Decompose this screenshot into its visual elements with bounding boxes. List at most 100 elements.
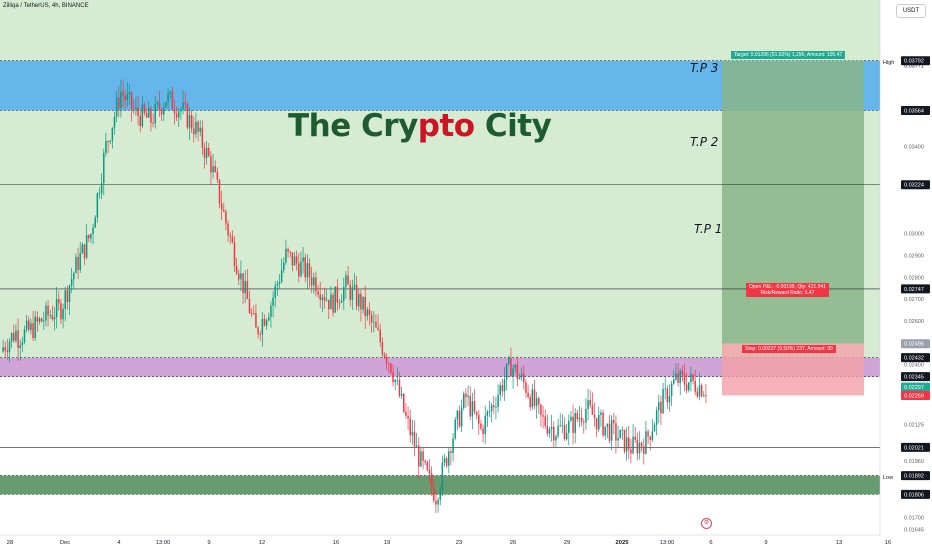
candle-body xyxy=(81,244,84,254)
candle-body xyxy=(595,418,598,430)
price-label-bg xyxy=(901,372,930,382)
candle-body xyxy=(171,91,174,110)
y-tick-label: 0.01960 xyxy=(904,459,924,465)
candle-body xyxy=(441,462,444,490)
candle-body xyxy=(150,108,152,123)
candle-body xyxy=(533,389,536,406)
candle-body xyxy=(244,281,246,294)
candle-body xyxy=(85,235,88,258)
x-tick-label: 19 xyxy=(384,540,390,546)
x-tick-label: 16 xyxy=(333,540,339,546)
candle-body xyxy=(250,313,253,314)
candle-body xyxy=(195,121,197,135)
candle-body xyxy=(19,345,21,349)
candle-body xyxy=(381,342,384,355)
candle-body xyxy=(338,302,341,304)
price-label-bg xyxy=(901,489,930,499)
candle-body xyxy=(445,458,448,466)
candle-body xyxy=(199,127,201,132)
currency-button[interactable]: USDT xyxy=(896,4,926,18)
price-label-bg xyxy=(901,180,930,190)
candle-body xyxy=(576,413,579,420)
candle-body xyxy=(396,379,399,381)
candle-body xyxy=(83,244,86,258)
candle-body xyxy=(370,314,373,323)
candle-body xyxy=(70,279,73,286)
x-tick-label: 23 xyxy=(456,540,462,546)
x-tick-label: Dec xyxy=(60,540,70,546)
candle-body xyxy=(499,385,501,396)
candle-body xyxy=(683,374,686,385)
watermark-part-3: City xyxy=(474,108,552,144)
candle-body xyxy=(96,193,99,218)
candle-body xyxy=(21,342,24,346)
candle-body xyxy=(490,405,493,412)
stop-info-box[interactable]: Stop: 0.00237 (9.50%) 237, Amount: 99 xyxy=(742,345,836,353)
high-label: High xyxy=(881,60,897,66)
candle-body xyxy=(443,458,446,463)
candle-body xyxy=(105,141,107,154)
candle-body xyxy=(548,429,551,434)
candle-body xyxy=(90,233,92,239)
candle-body xyxy=(677,373,679,384)
candle-body xyxy=(32,323,34,338)
candle-body xyxy=(570,416,572,421)
candle-body xyxy=(463,393,465,409)
candle-body xyxy=(508,357,510,364)
candle-body xyxy=(465,393,467,398)
y-tick-label: 0.03000 xyxy=(904,232,924,238)
candle-body xyxy=(555,436,557,441)
candle-body xyxy=(274,285,276,298)
candle-body xyxy=(456,411,459,420)
candle-body xyxy=(122,91,124,96)
candle-body xyxy=(315,277,317,292)
candle-body xyxy=(178,111,180,118)
candle-body xyxy=(64,290,66,309)
candle-body xyxy=(45,305,47,321)
candle-body xyxy=(66,290,69,302)
settings-icon[interactable]: ⚙ xyxy=(701,518,712,529)
candle-body xyxy=(28,320,30,330)
open-pnl-box[interactable]: Open P&L: -0.00199, Qty: 421.941 Risk/Re… xyxy=(746,283,829,297)
candle-body xyxy=(493,405,495,408)
candle-body xyxy=(100,183,103,194)
candle-body xyxy=(115,97,118,117)
candle-body xyxy=(73,273,75,280)
candle-body xyxy=(92,227,94,234)
candle-body xyxy=(392,372,394,383)
tp1-label: T.P 1 xyxy=(694,222,723,236)
candle-body xyxy=(433,487,435,501)
candle-body xyxy=(353,284,356,288)
target-info-box[interactable]: Target: 0.01296 (51.92%) 1,296, Amount: … xyxy=(731,51,846,59)
candle-body xyxy=(388,363,390,365)
candle-body xyxy=(201,127,204,148)
candle-body xyxy=(525,382,527,393)
candle-body xyxy=(79,253,81,271)
candle-body xyxy=(585,408,587,423)
candle-body xyxy=(666,388,669,403)
candle-body xyxy=(394,380,396,383)
candle-body xyxy=(655,410,658,425)
candle-body xyxy=(347,275,349,285)
candle-body xyxy=(473,401,476,412)
candle-body xyxy=(197,121,199,132)
candle-body xyxy=(118,97,120,109)
time-axis: 28 Dec 4 13:00 9 12 16 19 23 26 29 2025 13:00 6 9 13 16 xyxy=(0,534,932,550)
candle-body xyxy=(165,102,167,108)
candle-body xyxy=(403,393,405,412)
candle-body xyxy=(418,445,420,467)
candle-body xyxy=(330,294,332,310)
candle-body xyxy=(308,263,311,278)
y-tick-label: 0.02600 xyxy=(904,319,924,325)
candle-body xyxy=(233,242,236,266)
candle-body xyxy=(362,296,364,310)
candle-body xyxy=(587,400,589,409)
candle-body xyxy=(75,256,77,274)
candle-body xyxy=(660,401,662,414)
candle-body xyxy=(143,104,146,114)
price-label-bg xyxy=(901,105,930,115)
candle-body xyxy=(268,316,270,321)
price-label: 0.03224 xyxy=(904,183,924,189)
zone-2 xyxy=(0,475,880,495)
